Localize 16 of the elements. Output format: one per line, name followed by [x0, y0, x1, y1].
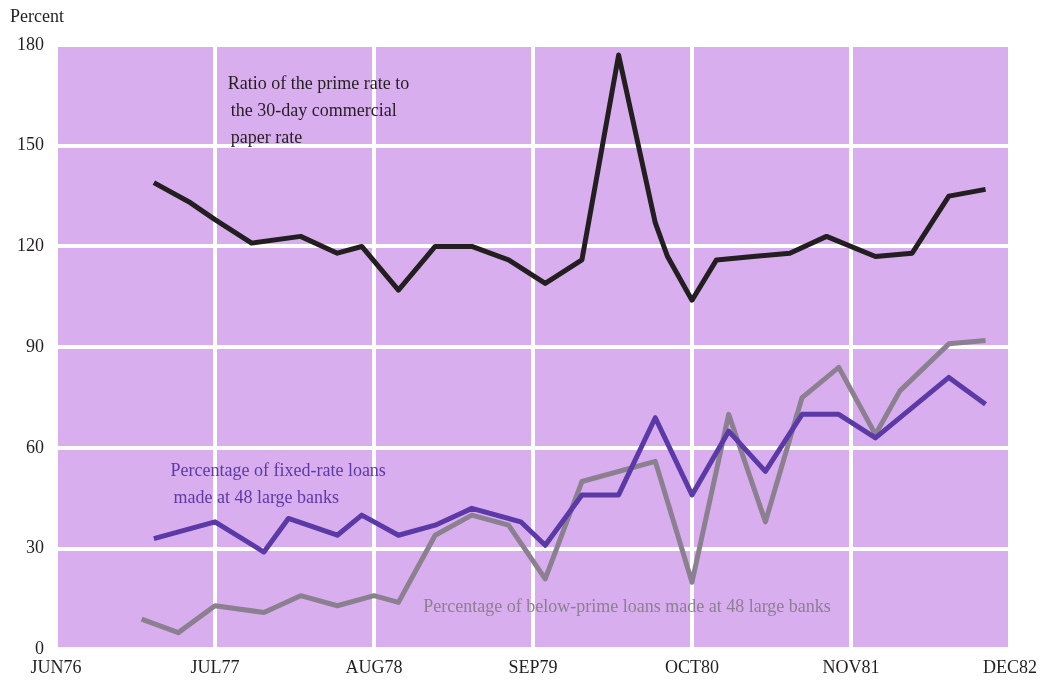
x-tick-label: JUN76	[30, 656, 82, 677]
y-tick-label: 120	[17, 235, 44, 256]
x-tick-label: JUL77	[190, 656, 240, 677]
x-tick-label: OCT80	[665, 656, 719, 677]
x-tick-label: SEP79	[508, 656, 558, 677]
y-tick-label: 60	[26, 436, 44, 457]
y-axis-title: Percent	[10, 5, 64, 26]
x-tick-label: DEC82	[983, 656, 1037, 677]
y-tick-label: 180	[17, 33, 44, 54]
x-tick-label: AUG78	[345, 656, 403, 677]
x-tick-label: NOV81	[822, 656, 880, 677]
y-tick-label: 0	[35, 638, 44, 659]
y-tick-label: 150	[17, 134, 44, 155]
y-tick-label: 30	[26, 537, 44, 558]
y-tick-label: 90	[26, 335, 44, 356]
text: Ratio of the prime rate to the 30-day commercial paper rate	[227, 72, 410, 147]
